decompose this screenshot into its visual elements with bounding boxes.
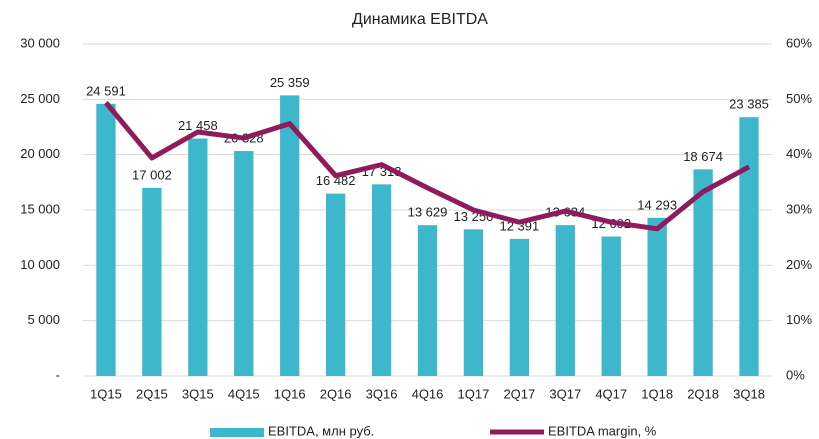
line (104, 101, 751, 232)
x-tick-label: 2Q16 (320, 386, 352, 401)
bar (417, 225, 438, 376)
x-tick-label: 2Q18 (687, 386, 719, 401)
chart-title: Динамика EBITDA (352, 11, 488, 28)
y-tick-label: 30 000 (20, 35, 60, 50)
bar (693, 169, 713, 376)
value-label: 21 458 (178, 118, 218, 133)
bar (739, 117, 759, 377)
y-tick-label: 10 000 (20, 257, 60, 272)
value-label: 16 482 (316, 173, 356, 188)
value-label: 13 629 (408, 205, 448, 220)
y2-tick-label: 20% (786, 257, 812, 272)
value-label: 17 002 (132, 167, 172, 182)
y2-tick-label: 60% (786, 35, 812, 50)
value-label: 25 359 (270, 75, 310, 90)
x-tick-label: 4Q17 (595, 386, 627, 401)
bar (647, 217, 667, 376)
y2-tick-label: 50% (786, 91, 812, 106)
bar (96, 103, 116, 377)
bar (601, 236, 621, 376)
bar (509, 238, 530, 376)
bar (463, 229, 484, 376)
y2-tick-label: 10% (786, 312, 812, 327)
value-label: 23 385 (729, 97, 769, 112)
x-tick-label: 2Q17 (503, 386, 535, 401)
bar (142, 187, 162, 376)
bar (371, 184, 392, 376)
value-label: 14 293 (637, 197, 677, 212)
x-tick-label: 3Q17 (549, 386, 581, 401)
x-tick-label: 3Q18 (733, 386, 765, 401)
x-tick-label: 3Q16 (366, 386, 398, 401)
bar (555, 225, 575, 376)
x-tick-label: 1Q16 (274, 386, 306, 401)
value-label: 18 674 (683, 149, 723, 164)
bar (325, 193, 346, 376)
bar (280, 95, 300, 376)
y2-tick-label: 0% (786, 367, 805, 382)
y2-tick-label: 40% (786, 146, 812, 161)
legend-label: EBITDA, млн руб. (268, 423, 374, 438)
legend-swatch (210, 428, 264, 437)
y-tick-label: - (56, 367, 60, 382)
x-tick-label: 1Q18 (641, 386, 673, 401)
y2-tick-label: 30% (786, 201, 812, 216)
y-tick-label: 20 000 (20, 146, 60, 161)
bar (234, 151, 254, 376)
x-tick-label: 1Q17 (458, 386, 490, 401)
x-tick-label: 4Q15 (228, 386, 260, 401)
y-tick-label: 25 000 (20, 91, 60, 106)
legend-label: EBITDA margin, % (548, 423, 657, 438)
value-label: 24 591 (86, 83, 126, 98)
y-tick-label: 5 000 (27, 312, 60, 327)
x-tick-label: 3Q15 (182, 386, 214, 401)
y-tick-label: 15 000 (20, 201, 60, 216)
x-tick-label: 1Q15 (90, 386, 122, 401)
bar (188, 138, 208, 376)
x-tick-label: 4Q16 (412, 386, 444, 401)
x-tick-label: 2Q15 (136, 386, 168, 401)
